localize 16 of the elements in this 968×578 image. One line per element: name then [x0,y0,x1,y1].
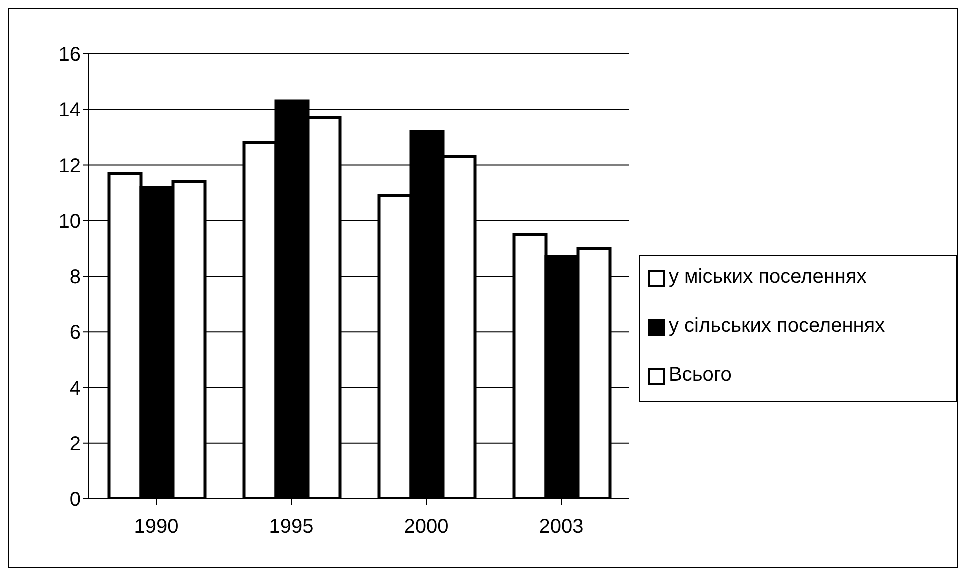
legend-label: Всього [669,364,732,386]
legend-label: у сільських поселеннях [669,314,886,338]
y-tick-label: 14 [58,100,81,122]
y-tick-label: 2 [70,433,81,456]
y-tick-label: 10 [58,210,81,233]
y-tick-label: 8 [70,266,81,289]
y-tick-label: 6 [70,322,81,344]
y-tick-label: 16 [58,44,81,66]
x-tick-label: 1995 [269,516,314,538]
y-tick-label: 4 [70,378,81,400]
x-tick-label: 2000 [404,516,449,538]
y-tick-label: 0 [70,489,81,512]
legend-label: у міських поселеннях [669,266,867,288]
y-tick-label: 12 [58,155,81,178]
x-tick-label: 2003 [539,516,584,538]
x-tick-label: 1990 [134,516,179,538]
